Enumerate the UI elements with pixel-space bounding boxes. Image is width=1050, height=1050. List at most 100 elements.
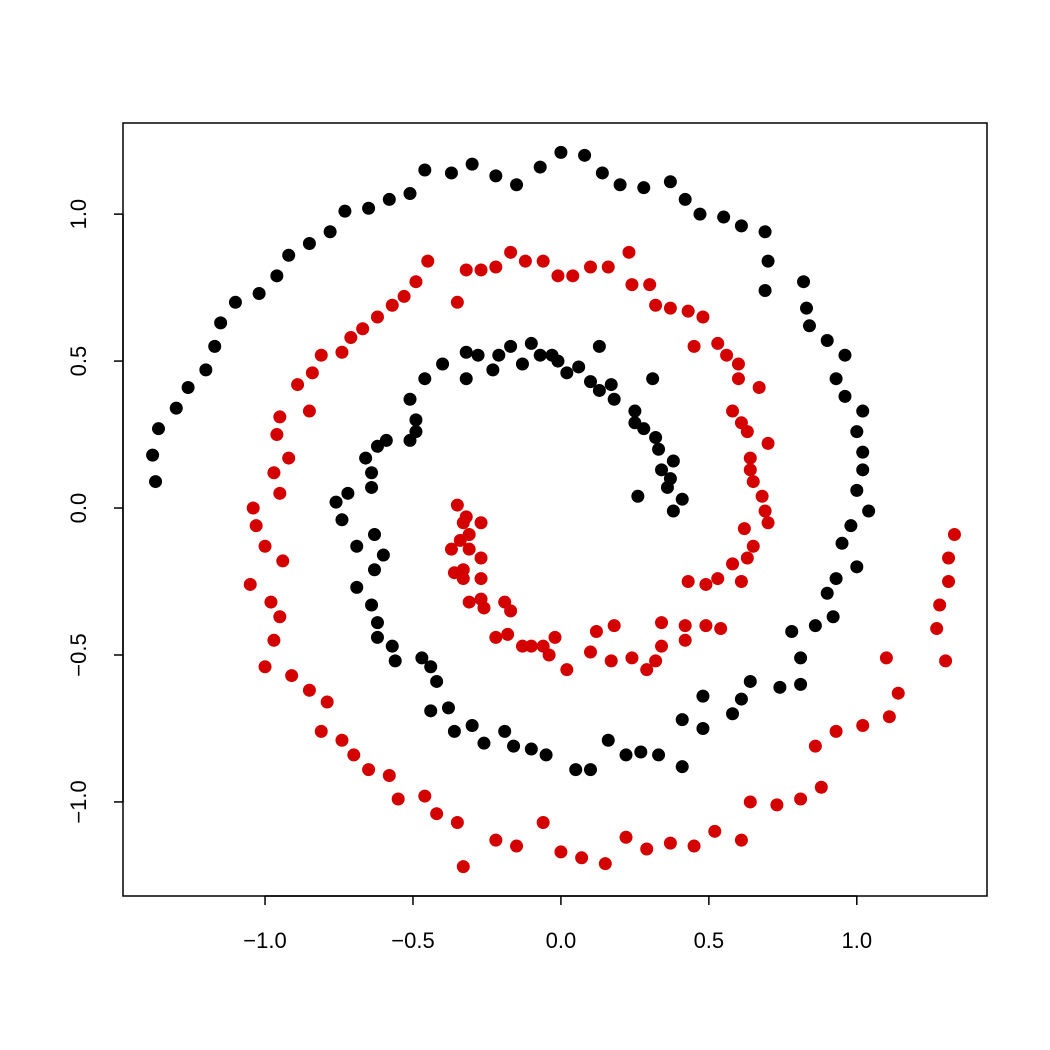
point xyxy=(376,548,390,562)
point xyxy=(856,719,870,733)
point xyxy=(947,527,961,541)
point xyxy=(699,619,713,633)
point xyxy=(418,163,432,177)
point xyxy=(726,557,740,571)
y-tick-label: 1.0 xyxy=(66,199,91,230)
point xyxy=(761,254,775,268)
point xyxy=(696,721,710,735)
point xyxy=(743,451,757,465)
point xyxy=(152,422,166,436)
point xyxy=(592,383,606,397)
point xyxy=(678,633,692,647)
point xyxy=(347,748,361,762)
point xyxy=(746,475,760,489)
point xyxy=(726,404,740,418)
point xyxy=(273,610,287,624)
point xyxy=(794,651,808,665)
point xyxy=(773,680,787,694)
point xyxy=(258,539,272,553)
point xyxy=(492,348,506,362)
point xyxy=(450,498,464,512)
point xyxy=(456,860,470,874)
point xyxy=(942,551,956,565)
point xyxy=(430,807,444,821)
point xyxy=(560,366,574,380)
point xyxy=(734,575,748,589)
point xyxy=(518,254,532,268)
point xyxy=(829,572,843,586)
point xyxy=(655,639,669,653)
point xyxy=(731,357,745,371)
point xyxy=(646,372,660,386)
point xyxy=(678,192,692,206)
point xyxy=(850,483,864,497)
point xyxy=(802,319,816,333)
point xyxy=(663,175,677,189)
point xyxy=(711,572,725,586)
point xyxy=(584,763,598,777)
point xyxy=(589,624,603,638)
point xyxy=(510,839,524,853)
point xyxy=(465,719,479,733)
point xyxy=(578,148,592,162)
point xyxy=(622,245,636,259)
point xyxy=(628,404,642,418)
point xyxy=(607,392,621,406)
point xyxy=(379,433,393,447)
point xyxy=(447,724,461,738)
point xyxy=(649,430,663,444)
point xyxy=(462,542,476,556)
point xyxy=(649,298,663,312)
y-tick-label: 0.0 xyxy=(66,493,91,524)
point xyxy=(149,475,163,489)
point xyxy=(862,504,876,518)
point xyxy=(441,701,455,715)
point xyxy=(714,622,728,636)
point xyxy=(740,425,754,439)
point xyxy=(595,166,609,180)
point xyxy=(459,372,473,386)
point xyxy=(362,763,376,777)
point xyxy=(329,495,343,509)
point xyxy=(758,225,772,239)
point xyxy=(604,654,618,668)
point xyxy=(575,851,589,865)
point xyxy=(270,269,284,283)
point xyxy=(939,654,953,668)
point xyxy=(282,248,296,262)
point xyxy=(637,181,651,195)
point xyxy=(409,413,423,427)
point xyxy=(734,692,748,706)
point xyxy=(391,792,405,806)
point xyxy=(385,639,399,653)
point xyxy=(678,619,692,633)
point xyxy=(403,187,417,201)
point xyxy=(743,463,757,477)
point xyxy=(477,736,491,750)
point xyxy=(572,360,586,374)
point xyxy=(350,539,364,553)
point xyxy=(320,695,334,709)
point xyxy=(601,733,615,747)
point xyxy=(258,660,272,674)
y-tick-label: −0.5 xyxy=(66,633,91,676)
point xyxy=(462,595,476,609)
point xyxy=(214,316,228,330)
point xyxy=(584,260,598,274)
point xyxy=(717,210,731,224)
point xyxy=(489,260,503,274)
point xyxy=(370,310,384,324)
point xyxy=(302,237,316,251)
point xyxy=(643,278,657,292)
point xyxy=(666,504,680,518)
point xyxy=(554,145,568,159)
point xyxy=(560,663,574,677)
point xyxy=(631,489,645,503)
point xyxy=(619,748,633,762)
point xyxy=(515,639,529,653)
point xyxy=(388,654,402,668)
point xyxy=(814,780,828,794)
point xyxy=(640,842,654,856)
point xyxy=(829,724,843,738)
